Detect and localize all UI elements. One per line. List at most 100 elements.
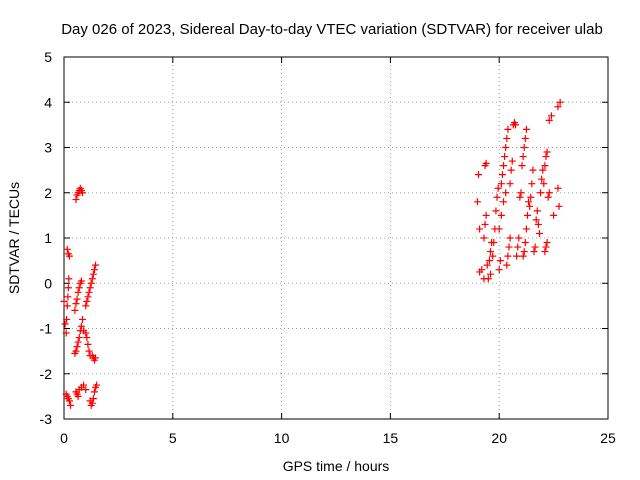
data-point [80,381,88,389]
data-point [87,279,95,287]
data-point [74,288,82,296]
data-point [514,243,522,251]
data-point [83,334,91,342]
data-point [527,193,535,201]
data-point [500,198,508,206]
grid-lines [64,57,608,419]
y-tick-label: -3 [40,411,53,427]
data-point [512,121,520,129]
data-point [505,243,513,251]
x-tick-label: 10 [274,430,290,446]
data-point [83,297,91,305]
data-point [539,166,547,174]
data-point [73,295,81,303]
data-point [65,275,73,283]
data-point [63,302,71,310]
data-point [542,153,550,161]
data-point [535,229,543,237]
y-tick-label: 1 [44,230,52,246]
data-point [519,153,527,161]
axis-ticks: 0 5 10 15 20 25 -3 -2 -1 0 1 2 3 4 5 [40,49,616,446]
y-tick-label: -1 [40,321,53,337]
data-point [64,293,72,301]
data-point [482,159,490,167]
data-point [497,180,505,188]
data-point [541,162,549,170]
y-tick-label: -2 [40,366,53,382]
data-point [89,270,97,278]
data-point [554,184,562,192]
data-point [481,220,489,228]
data-point [78,189,86,197]
data-point [75,284,83,292]
data-point [65,397,73,405]
data-point [520,144,528,151]
data-point [532,216,540,224]
data-point [85,288,93,296]
data-point [522,225,530,233]
data-point [62,329,70,337]
data-point [555,202,563,210]
data-point [502,189,510,197]
data-point [72,347,80,355]
data-points [60,98,564,409]
data-point [493,193,501,201]
data-point [93,381,101,389]
data-point [531,243,539,251]
data-point [528,180,536,188]
data-point [63,315,71,323]
data-point [543,239,551,247]
data-point [501,153,509,161]
data-point [71,306,79,314]
data-point [537,189,545,197]
data-point [530,248,538,256]
data-point [84,293,92,301]
data-point [544,193,552,201]
data-point [526,202,534,210]
data-point [540,180,548,188]
data-point [77,277,85,285]
data-point [486,248,494,256]
y-tick-label: 4 [44,94,52,110]
y-tick-label: 0 [44,275,52,291]
data-point [507,166,515,174]
data-point [478,266,486,274]
data-point [520,248,528,256]
x-tick-label: 5 [169,430,177,446]
data-point [497,211,505,219]
data-point [538,175,546,183]
data-point [542,243,550,251]
data-point [534,220,542,228]
data-point [529,166,537,174]
data-point [84,340,92,348]
y-tick-label: 2 [44,185,52,201]
data-point [547,112,555,120]
data-point [515,234,523,242]
x-tick-label: 15 [383,430,399,446]
x-tick-label: 0 [60,430,68,446]
data-point [502,144,510,151]
data-point [517,189,525,197]
data-point [480,234,488,242]
data-point [85,347,93,355]
x-tick-label: 20 [491,430,507,446]
data-point [485,257,493,265]
data-point [77,322,85,330]
data-point [496,257,504,265]
y-axis-label: SDTVAR / TECUs [6,182,22,294]
data-point [78,315,86,323]
data-point [494,184,502,192]
data-point [64,284,72,292]
data-point [495,266,503,274]
data-point [473,198,481,206]
data-point [65,252,73,260]
data-point [556,98,564,106]
data-point [492,207,500,215]
data-point [484,275,492,283]
data-point [90,388,98,396]
data-point [518,162,526,170]
data-point [90,266,98,274]
data-point [521,134,529,142]
data-point [513,252,521,260]
data-point [74,392,82,400]
